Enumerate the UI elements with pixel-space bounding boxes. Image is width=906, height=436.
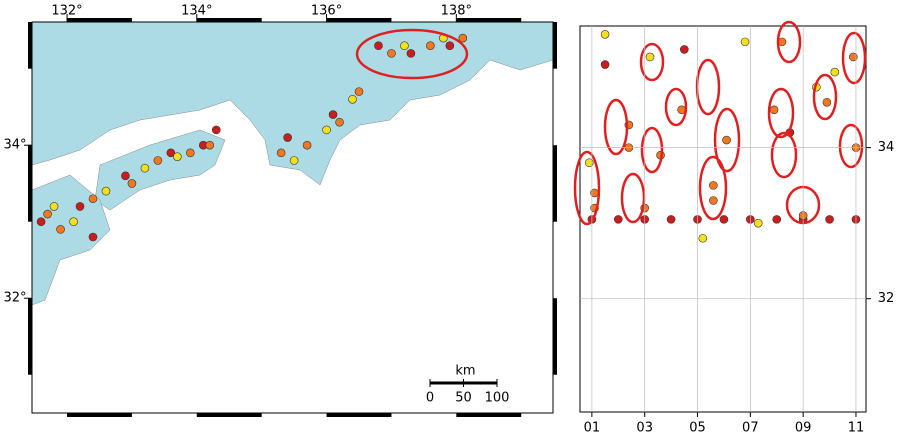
x-tick-label: 132° xyxy=(51,4,82,19)
frame-segment xyxy=(326,413,392,417)
event-dot xyxy=(335,117,344,127)
event-dot xyxy=(445,41,455,51)
frame-segment xyxy=(196,18,262,22)
x-tick-label: 03 xyxy=(636,421,653,436)
event-dot xyxy=(121,171,130,181)
event-dot xyxy=(173,152,182,161)
event-dot xyxy=(722,135,731,145)
event-dot xyxy=(600,30,610,39)
x-tick-label: 05 xyxy=(689,421,706,436)
event-dot xyxy=(740,37,750,47)
event-dot xyxy=(374,41,383,51)
event-dot xyxy=(458,33,468,43)
event-dot xyxy=(49,202,59,211)
event-dot xyxy=(753,218,763,228)
event-dot xyxy=(36,217,46,227)
y-tick-label: 34 xyxy=(878,140,895,155)
event-dot xyxy=(348,94,357,104)
scale-tick-label: 0 xyxy=(426,391,434,406)
frame-segment xyxy=(28,145,32,222)
x-tick-label: 138° xyxy=(441,4,472,19)
event-dot xyxy=(289,156,299,165)
frame-segment xyxy=(67,18,132,22)
event-dot xyxy=(205,140,215,150)
event-dot xyxy=(88,194,98,204)
y-tick-label: 32 xyxy=(878,291,895,306)
event-dot xyxy=(140,163,150,173)
frame-segment xyxy=(28,22,32,69)
event-dot xyxy=(322,125,331,135)
event-dot xyxy=(211,125,221,135)
event-dot xyxy=(69,217,78,227)
event-dot xyxy=(709,181,718,190)
frame-segment xyxy=(196,413,262,417)
event-dot xyxy=(613,215,623,224)
event-dot xyxy=(584,158,594,168)
scale-tick-label: 50 xyxy=(455,391,472,406)
frame-segment xyxy=(553,145,557,222)
frame-segment xyxy=(28,298,32,375)
annotation-ellipses xyxy=(355,20,867,226)
event-dot xyxy=(406,49,416,58)
event-dot xyxy=(166,148,176,158)
event-dot xyxy=(666,215,676,224)
x-tick-label: 07 xyxy=(742,421,759,436)
frame-segment xyxy=(553,22,557,69)
x-tick-label: 136° xyxy=(311,4,342,19)
y-tick-label: 34° xyxy=(3,138,26,153)
event-dot xyxy=(680,45,689,54)
event-dot xyxy=(698,233,708,243)
event-dot xyxy=(302,140,312,150)
event-dot xyxy=(186,148,195,158)
event-dot xyxy=(127,179,137,188)
y-tick-label: 32° xyxy=(3,291,26,306)
event-dot xyxy=(75,202,85,211)
event-dot xyxy=(600,60,610,69)
event-dot xyxy=(709,196,718,205)
event-dot xyxy=(88,232,98,242)
event-dot xyxy=(822,97,832,107)
event-dot xyxy=(400,41,409,51)
x-tick-label: 11 xyxy=(848,421,865,436)
scale-label: km xyxy=(455,364,475,379)
event-dot xyxy=(769,105,779,115)
event-dot xyxy=(43,209,52,219)
event-dot xyxy=(849,52,858,62)
frame-segment xyxy=(326,18,392,22)
scale-tick-label: 100 xyxy=(485,391,510,406)
frame-segment xyxy=(553,298,557,375)
event-dot xyxy=(426,41,435,51)
event-dot xyxy=(276,148,286,158)
event-dot xyxy=(283,133,292,142)
x-tick-label: 09 xyxy=(795,421,812,436)
frame-segment xyxy=(67,413,132,417)
frame-segment xyxy=(456,413,522,417)
event-dot xyxy=(719,215,729,224)
event-dot xyxy=(830,67,840,77)
event-dot xyxy=(101,186,111,196)
event-dot xyxy=(328,110,338,119)
event-dot xyxy=(56,225,65,234)
event-dot xyxy=(387,49,396,58)
event-dot xyxy=(825,215,834,224)
event-dot xyxy=(772,215,782,224)
event-dot xyxy=(354,87,364,96)
event-dot xyxy=(153,156,163,165)
x-tick-label: 134° xyxy=(181,4,212,19)
frame-segment xyxy=(456,18,522,22)
event-dot xyxy=(645,52,655,62)
x-tick-label: 01 xyxy=(584,421,601,436)
